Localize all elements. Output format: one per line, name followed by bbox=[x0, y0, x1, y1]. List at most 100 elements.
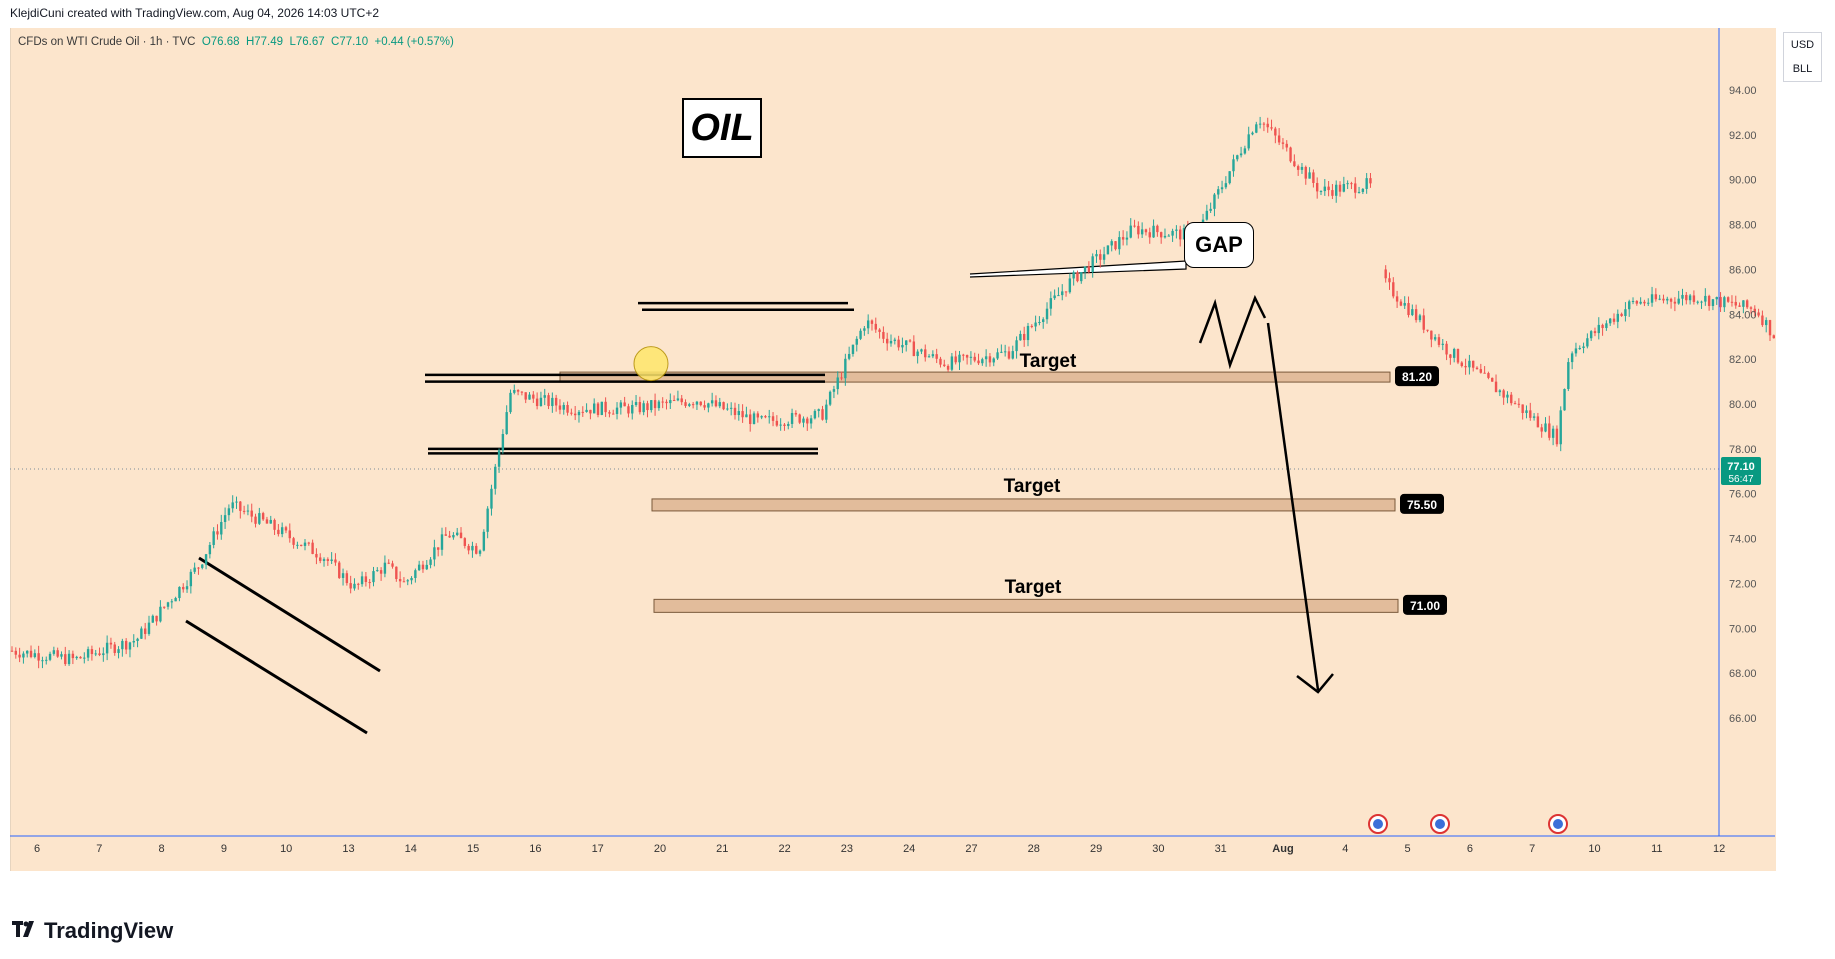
candle bbox=[132, 634, 135, 648]
candle bbox=[1475, 366, 1479, 370]
flag-channel-lower bbox=[185, 619, 368, 735]
candle bbox=[1266, 117, 1269, 133]
y-tick-label: 76.00 bbox=[1729, 489, 1757, 501]
candle bbox=[737, 403, 740, 421]
candle bbox=[1003, 344, 1007, 357]
candle bbox=[878, 328, 881, 339]
candle bbox=[261, 511, 265, 521]
candle bbox=[109, 637, 113, 649]
candle bbox=[577, 409, 581, 423]
candle bbox=[1734, 295, 1737, 309]
candle bbox=[969, 351, 973, 365]
candle bbox=[341, 568, 345, 586]
candle bbox=[653, 393, 657, 416]
candle bbox=[859, 328, 862, 341]
candle bbox=[1049, 291, 1053, 316]
symbol-high: H77.49 bbox=[245, 36, 284, 48]
candle bbox=[1296, 164, 1300, 176]
y-tick-label: 90.00 bbox=[1729, 175, 1757, 187]
candle bbox=[433, 539, 436, 567]
candle bbox=[448, 530, 451, 538]
candle bbox=[570, 408, 573, 416]
currency-unit[interactable]: USD bbox=[1790, 39, 1815, 51]
candle bbox=[1738, 302, 1741, 307]
candle bbox=[817, 408, 820, 418]
candle bbox=[254, 513, 257, 528]
x-tick-label: 27 bbox=[965, 843, 977, 855]
candle bbox=[631, 400, 634, 420]
x-tick-label: 22 bbox=[778, 843, 790, 855]
breakout-highlight bbox=[633, 346, 669, 382]
candle bbox=[1464, 358, 1467, 375]
candle bbox=[220, 514, 223, 540]
candle bbox=[147, 615, 151, 636]
candle bbox=[311, 539, 314, 555]
candle bbox=[1011, 345, 1014, 360]
candle bbox=[1418, 313, 1422, 323]
measure-unit[interactable]: BLL bbox=[1792, 63, 1813, 75]
candle bbox=[1312, 169, 1315, 188]
candle bbox=[10, 646, 14, 652]
x-tick-label: 29 bbox=[1090, 843, 1102, 855]
candle bbox=[1437, 333, 1441, 348]
candle bbox=[1707, 294, 1711, 311]
candle bbox=[444, 527, 447, 536]
candle bbox=[847, 346, 851, 361]
candle bbox=[794, 410, 798, 417]
candle bbox=[1456, 348, 1460, 365]
candle bbox=[1658, 294, 1661, 301]
candle bbox=[1232, 154, 1235, 177]
candle bbox=[1125, 231, 1129, 246]
candle bbox=[988, 353, 992, 367]
candle bbox=[26, 650, 29, 658]
x-tick-label: 6 bbox=[34, 843, 40, 855]
target-zone bbox=[653, 598, 1399, 613]
candle bbox=[1133, 219, 1136, 228]
candle bbox=[402, 577, 406, 583]
candle bbox=[581, 406, 584, 417]
candle bbox=[1513, 400, 1517, 405]
candle bbox=[566, 401, 569, 416]
candle bbox=[1589, 330, 1593, 341]
candle bbox=[1574, 342, 1578, 357]
candle bbox=[1140, 222, 1144, 238]
candle bbox=[1102, 246, 1106, 265]
candle bbox=[67, 650, 71, 666]
candle bbox=[657, 399, 661, 411]
candle bbox=[1567, 358, 1570, 392]
candle bbox=[1502, 388, 1505, 405]
candle bbox=[1608, 317, 1612, 327]
candle bbox=[619, 400, 623, 415]
candle bbox=[1163, 228, 1167, 239]
x-tick-label: 21 bbox=[716, 843, 728, 855]
currency-selector[interactable]: USD BLL bbox=[1783, 32, 1822, 82]
candle bbox=[1159, 231, 1163, 244]
candle bbox=[1704, 288, 1707, 306]
candle bbox=[1449, 354, 1452, 365]
candle bbox=[1171, 228, 1174, 242]
price-chart[interactable]: 66.00 68.00 70.00 72.00 74.00 76.00 78.00 80.00… bbox=[10, 28, 1775, 871]
candle bbox=[1392, 277, 1395, 299]
candle bbox=[456, 527, 459, 537]
candle bbox=[113, 641, 116, 656]
x-tick-label: 7 bbox=[1529, 843, 1535, 855]
candle bbox=[1726, 296, 1730, 303]
candle bbox=[1517, 398, 1521, 408]
symbol-close: C77.10 bbox=[331, 36, 369, 48]
candle bbox=[1666, 296, 1669, 305]
candle bbox=[185, 580, 189, 593]
gap-callout: GAP bbox=[1184, 222, 1254, 268]
tradingview-brand[interactable]: TradingView bbox=[12, 918, 173, 944]
candle bbox=[1536, 412, 1540, 428]
candle bbox=[1578, 345, 1581, 350]
candle bbox=[1053, 289, 1056, 300]
us-flag-icon-core bbox=[1553, 819, 1563, 829]
candle bbox=[954, 350, 957, 365]
candle bbox=[387, 559, 390, 565]
candle bbox=[140, 626, 143, 639]
candle bbox=[490, 484, 493, 516]
candle bbox=[1688, 293, 1692, 305]
candle bbox=[1723, 295, 1726, 312]
chart-background[interactable] bbox=[10, 28, 1776, 871]
candle bbox=[250, 503, 253, 523]
